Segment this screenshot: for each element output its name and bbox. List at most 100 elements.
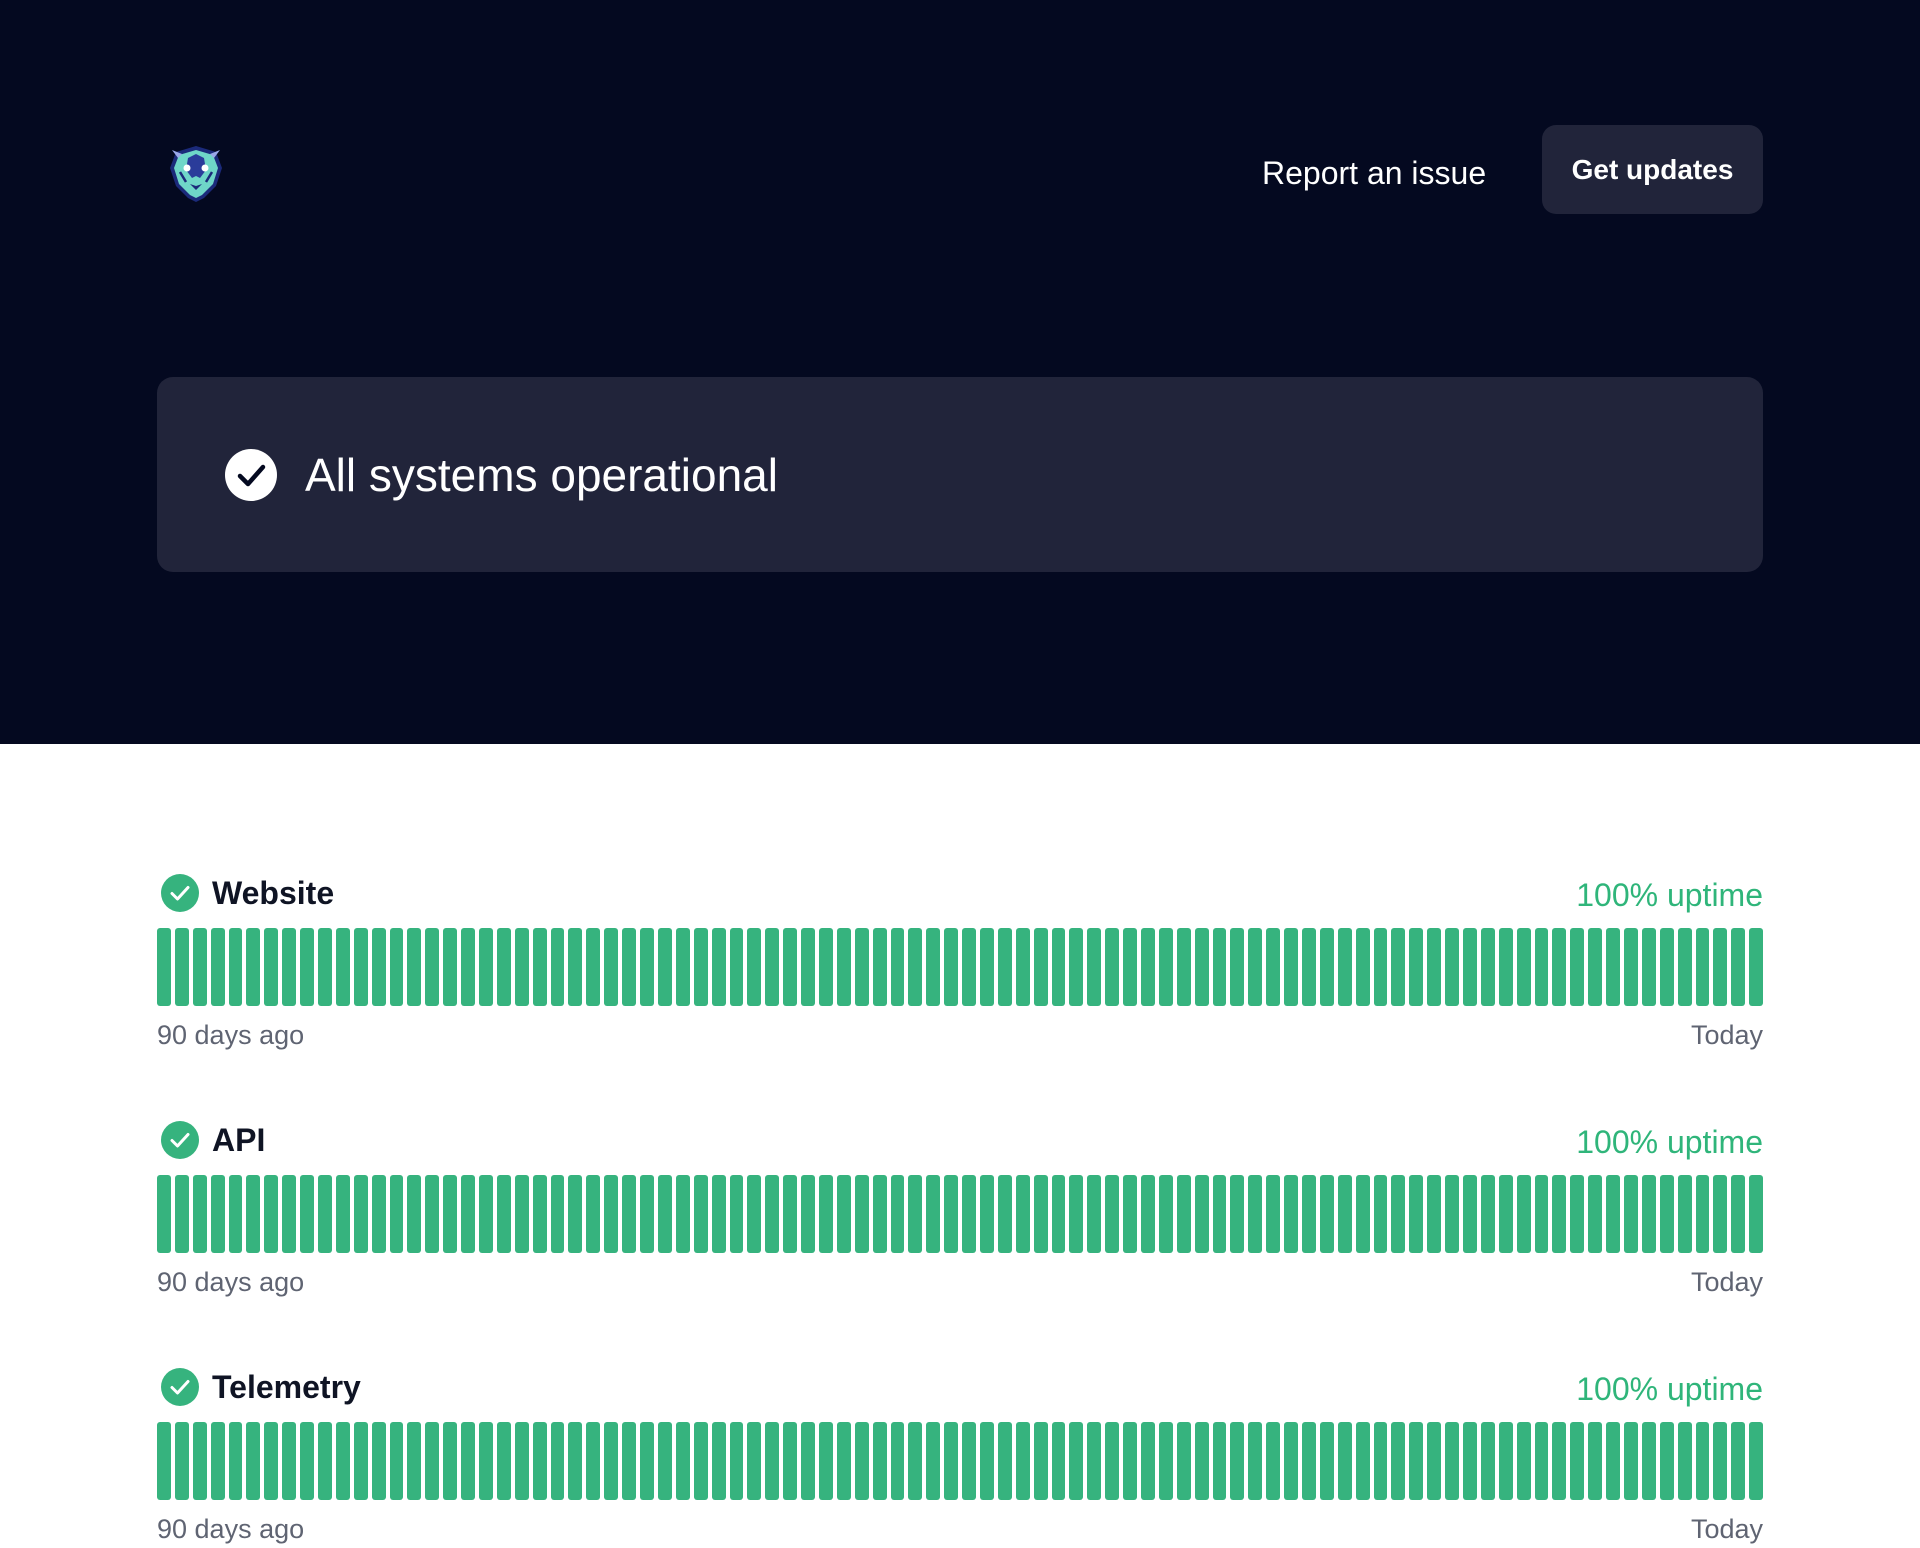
uptime-day-bar[interactable] xyxy=(801,928,815,1006)
uptime-day-bar[interactable] xyxy=(1123,1175,1137,1253)
uptime-day-bar[interactable] xyxy=(1087,928,1102,1006)
uptime-day-bar[interactable] xyxy=(1480,1175,1495,1253)
uptime-day-bar[interactable] xyxy=(693,1175,708,1253)
uptime-day-bar[interactable] xyxy=(1695,1422,1710,1500)
uptime-day-bar[interactable] xyxy=(1069,1422,1084,1500)
uptime-day-bar[interactable] xyxy=(1641,1175,1656,1253)
uptime-day-bar[interactable] xyxy=(157,928,171,1006)
uptime-day-bar[interactable] xyxy=(1534,928,1549,1006)
uptime-day-bar[interactable] xyxy=(836,928,851,1006)
uptime-day-bar[interactable] xyxy=(1695,1175,1710,1253)
uptime-day-bar[interactable] xyxy=(1266,1422,1281,1500)
uptime-day-bar[interactable] xyxy=(246,1422,261,1500)
uptime-day-bar[interactable] xyxy=(1051,1422,1066,1500)
uptime-day-bar[interactable] xyxy=(1248,1422,1263,1500)
uptime-day-bar[interactable] xyxy=(532,1422,547,1500)
uptime-day-bar[interactable] xyxy=(1033,928,1048,1006)
uptime-day-bar[interactable] xyxy=(765,928,780,1006)
uptime-day-bar[interactable] xyxy=(1355,1175,1370,1253)
uptime-day-bar[interactable] xyxy=(174,1422,189,1500)
uptime-day-bar[interactable] xyxy=(586,1422,601,1500)
uptime-day-bar[interactable] xyxy=(1588,1422,1603,1500)
uptime-day-bar[interactable] xyxy=(228,1175,243,1253)
uptime-day-bar[interactable] xyxy=(675,1422,690,1500)
uptime-day-bar[interactable] xyxy=(711,1175,726,1253)
uptime-day-bar[interactable] xyxy=(264,1422,279,1500)
uptime-day-bar[interactable] xyxy=(174,928,189,1006)
uptime-day-bar[interactable] xyxy=(1302,1422,1316,1500)
uptime-day-bar[interactable] xyxy=(1624,928,1638,1006)
uptime-day-bar[interactable] xyxy=(1284,928,1298,1006)
uptime-day-bar[interactable] xyxy=(407,1175,422,1253)
uptime-day-bar[interactable] xyxy=(300,1422,315,1500)
uptime-day-bar[interactable] xyxy=(765,1175,780,1253)
uptime-day-bar[interactable] xyxy=(1176,1422,1191,1500)
uptime-day-bar[interactable] xyxy=(318,928,332,1006)
uptime-day-bar[interactable] xyxy=(890,1422,905,1500)
uptime-day-bar[interactable] xyxy=(1373,1422,1388,1500)
uptime-day-bar[interactable] xyxy=(461,928,476,1006)
uptime-day-bar[interactable] xyxy=(1230,1422,1245,1500)
uptime-day-bar[interactable] xyxy=(371,1175,386,1253)
uptime-day-bar[interactable] xyxy=(1302,1175,1316,1253)
uptime-day-bar[interactable] xyxy=(944,928,959,1006)
uptime-day-bar[interactable] xyxy=(1445,928,1460,1006)
uptime-day-bar[interactable] xyxy=(264,928,279,1006)
uptime-day-bar[interactable] xyxy=(818,928,833,1006)
uptime-day-bar[interactable] xyxy=(1284,1422,1298,1500)
uptime-day-bar[interactable] xyxy=(979,1175,994,1253)
uptime-day-bar[interactable] xyxy=(1552,1422,1567,1500)
uptime-day-bar[interactable] xyxy=(979,1422,994,1500)
uptime-day-bar[interactable] xyxy=(1069,1175,1084,1253)
uptime-day-bar[interactable] xyxy=(1570,1422,1585,1500)
uptime-day-bar[interactable] xyxy=(1606,928,1621,1006)
uptime-day-bar[interactable] xyxy=(353,1175,368,1253)
uptime-day-bar[interactable] xyxy=(1105,1422,1120,1500)
uptime-day-bar[interactable] xyxy=(1659,1422,1674,1500)
uptime-day-bar[interactable] xyxy=(1570,1175,1585,1253)
uptime-day-bar[interactable] xyxy=(425,1175,440,1253)
uptime-day-bar[interactable] xyxy=(210,1422,225,1500)
uptime-day-bar[interactable] xyxy=(192,1175,207,1253)
uptime-day-bar[interactable] xyxy=(1713,928,1728,1006)
uptime-day-bar[interactable] xyxy=(765,1422,780,1500)
uptime-day-bar[interactable] xyxy=(1427,1175,1442,1253)
uptime-day-bar[interactable] xyxy=(514,928,529,1006)
uptime-day-bar[interactable] xyxy=(318,1422,332,1500)
uptime-day-bar[interactable] xyxy=(550,928,565,1006)
uptime-day-bar[interactable] xyxy=(783,928,798,1006)
uptime-day-bar[interactable] xyxy=(1677,1422,1692,1500)
uptime-day-bar[interactable] xyxy=(1051,1175,1066,1253)
uptime-day-bar[interactable] xyxy=(496,928,511,1006)
uptime-day-bar[interactable] xyxy=(1570,928,1585,1006)
uptime-day-bar[interactable] xyxy=(1355,1422,1370,1500)
uptime-day-bar[interactable] xyxy=(1749,928,1764,1006)
uptime-day-bar[interactable] xyxy=(693,928,708,1006)
uptime-day-bar[interactable] xyxy=(1284,1175,1298,1253)
uptime-day-bar[interactable] xyxy=(1749,1175,1764,1253)
uptime-day-bar[interactable] xyxy=(854,928,869,1006)
uptime-day-bar[interactable] xyxy=(1123,928,1137,1006)
uptime-day-bar[interactable] xyxy=(1606,1422,1621,1500)
uptime-day-bar[interactable] xyxy=(479,1422,493,1500)
uptime-day-bar[interactable] xyxy=(1677,1175,1692,1253)
uptime-day-bar[interactable] xyxy=(1552,1175,1567,1253)
uptime-day-bar[interactable] xyxy=(461,1422,476,1500)
uptime-day-bar[interactable] xyxy=(1051,928,1066,1006)
uptime-day-bar[interactable] xyxy=(246,928,261,1006)
uptime-day-bar[interactable] xyxy=(640,928,654,1006)
uptime-day-bar[interactable] xyxy=(1391,928,1406,1006)
uptime-day-bar[interactable] xyxy=(1158,1175,1173,1253)
uptime-day-bar[interactable] xyxy=(1445,1422,1460,1500)
uptime-day-bar[interactable] xyxy=(479,1175,493,1253)
uptime-day-bar[interactable] xyxy=(335,1175,350,1253)
uptime-day-bar[interactable] xyxy=(1212,928,1227,1006)
uptime-day-bar[interactable] xyxy=(1337,1175,1352,1253)
uptime-day-bar[interactable] xyxy=(979,928,994,1006)
uptime-day-bar[interactable] xyxy=(282,928,297,1006)
uptime-day-bar[interactable] xyxy=(1230,1175,1245,1253)
uptime-day-bar[interactable] xyxy=(1266,1175,1281,1253)
uptime-day-bar[interactable] xyxy=(622,1422,637,1500)
uptime-day-bar[interactable] xyxy=(353,928,368,1006)
uptime-day-bar[interactable] xyxy=(1015,928,1030,1006)
